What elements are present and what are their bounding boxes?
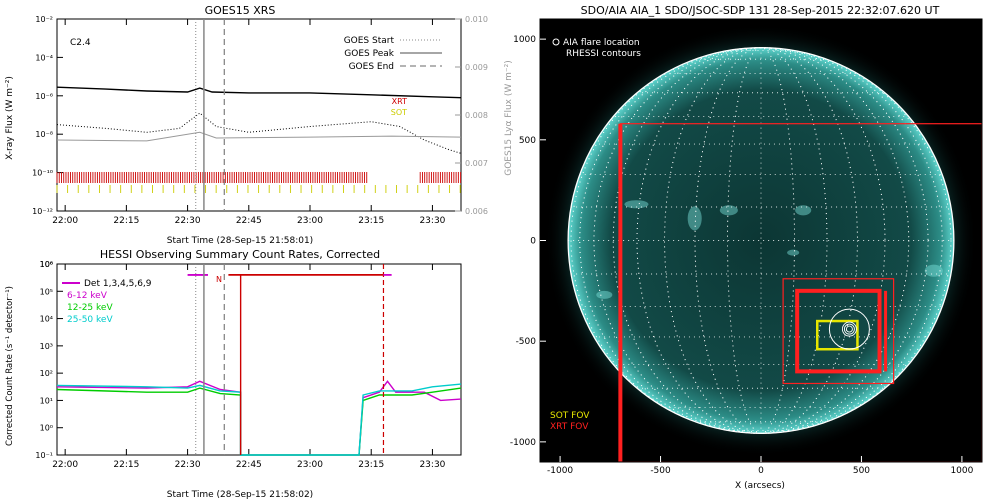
aia-xtick-label: 0 [758, 466, 764, 476]
hessi-ylabel: Corrected Count Rate (s⁻¹ detector⁻¹) [5, 286, 15, 446]
rhessi-contour [841, 321, 857, 337]
goes-legend-label: GOES End [349, 62, 394, 72]
hessi-ytick-label: 10⁰ [40, 424, 53, 433]
hessi-xlabel: Start Time (28-Sep-15 21:58:02) [167, 490, 313, 500]
goes-title: GOES15 XRS [205, 4, 276, 17]
aia-xlabel: X (arcsecs) [735, 481, 785, 491]
hessi-series-6-12-keV [56, 380, 462, 456]
goes-xlabel: Start Time (28-Sep-15 21:58:01) [167, 236, 313, 246]
aia-ytick-label: -500 [516, 337, 537, 347]
active-region-brightening [596, 290, 613, 299]
hessi-count-rate-panel: HESSI Observing Summary Count Rates, Cor… [5, 248, 462, 500]
hessi-xtick-label: 22:15 [113, 460, 139, 470]
hessi-ytick-minor-label: 10⁵ [40, 287, 53, 296]
goes-ytick-label: 10⁻¹⁰ [32, 169, 53, 178]
fov-box-sot [816, 319, 859, 351]
hessi-ytick-minor-label: 10³ [40, 342, 53, 351]
goes-ytick-label: 10⁻¹² [32, 207, 53, 216]
fov-box-xrt-mid [782, 278, 895, 385]
rhessi-contour [845, 325, 853, 333]
hessi-legend-label: 6-12 keV [67, 291, 108, 301]
solar-limb [567, 46, 955, 435]
goes-y2tick-label: 0.010 [465, 15, 488, 24]
goes-xtick-label: 22:30 [175, 216, 201, 226]
goes-xrs-panel: GOES15 XRS Start Time (28-Sep-15 21:58:0… [5, 4, 514, 246]
aia-xtick-label: 500 [853, 466, 870, 476]
goes-xtick-label: 22:45 [236, 216, 262, 226]
goes-xtick-label: 23:30 [419, 216, 445, 226]
longitude-gridline [593, 47, 929, 434]
solar-disk [568, 47, 954, 434]
aia-xtick-label: -500 [650, 466, 671, 476]
hessi-legend-label: 25-50 keV [67, 315, 113, 325]
goes-series-long [56, 86, 462, 99]
goes-series-lyman [56, 131, 462, 142]
hessi-night-label: N [216, 275, 222, 284]
hessi-xtick-label: 22:00 [52, 460, 78, 470]
goes-ytick-label: 10⁻⁴ [35, 53, 53, 62]
aia-ytick-label: 500 [519, 136, 536, 146]
xrt-instrument-label: XRT [392, 97, 407, 106]
fov-box-xrt-small [795, 288, 882, 374]
aia-xtick-label: -1000 [547, 466, 573, 476]
goes-xtick-label: 23:00 [297, 216, 323, 226]
aia-legend-circle-icon [552, 38, 560, 46]
hessi-ytick-minor-label: 10⁻¹ [35, 451, 53, 460]
goes-xtick-label: 23:15 [358, 216, 384, 226]
goes-y2tick-label: 0.009 [465, 63, 488, 72]
goes-y2tick-label: 0.008 [465, 111, 488, 120]
goes-y2tick-label: 0.006 [465, 207, 488, 216]
aia-image [544, 24, 982, 462]
aia-legend-label: AIA flare location [563, 38, 640, 48]
hessi-legend-label: Det 1,3,4,5,6,9 [84, 279, 152, 289]
hessi-ytick-label: 10⁴ [40, 315, 53, 324]
hessi-title: HESSI Observing Summary Count Rates, Cor… [100, 248, 380, 261]
active-region-brightening [687, 206, 702, 231]
goes-legend-label: GOES Peak [344, 49, 394, 59]
hessi-legend-label: 12-25 keV [67, 303, 113, 313]
rhessi-contour [843, 323, 855, 335]
goes-ytick-label: 10⁻⁶ [35, 92, 53, 101]
goes-class-label: C2.4 [70, 38, 91, 48]
active-region-brightening [719, 205, 738, 216]
goes-ytick-label: 10⁻⁸ [35, 130, 53, 139]
active-region-brightening [924, 264, 943, 277]
aia-image-panel: SDO/AIA AIA_1 SDO/JSOC-SDP 131 28-Sep-20… [510, 4, 983, 491]
goes-ytick-label: 10⁻² [35, 15, 53, 24]
hessi-ytick-label: 10² [40, 369, 53, 378]
hessi-xtick-label: 23:00 [297, 460, 323, 470]
hessi-series-12-25-keV [56, 387, 462, 456]
hessi-plot-frame [56, 263, 462, 456]
active-region-brightening [624, 200, 649, 209]
aia-ytick-label: 1000 [513, 35, 536, 45]
aia-fov-legend-label: XRT FOV [550, 422, 589, 432]
sot-instrument-label: SOT [391, 108, 407, 117]
goes-legend-label: GOES Start [344, 36, 395, 46]
longitude-gridline [579, 47, 943, 434]
goes-y2label: GOES15 Lyα Flux (W m⁻²) [504, 60, 514, 176]
hessi-ytick-label: 10⁸ [40, 260, 53, 269]
hessi-xtick-label: 23:15 [358, 460, 384, 470]
aia-title: SDO/AIA AIA_1 SDO/JSOC-SDP 131 28-Sep-20… [581, 4, 940, 17]
hessi-xtick-label: 22:45 [236, 460, 262, 470]
hessi-xtick-label: 22:30 [175, 460, 201, 470]
aia-ytick-label: -1000 [510, 438, 536, 448]
aia-legend-label: RHESSI contours [566, 49, 641, 59]
aia-flare-location-circle [828, 308, 870, 350]
aia-fov-legend-label: SOT FOV [550, 411, 590, 421]
hessi-ytick-minor-label: 10¹ [40, 396, 53, 405]
goes-series-short [56, 112, 462, 154]
goes-xtick-label: 22:00 [52, 216, 78, 226]
hessi-ytick-label: 10⁶ [40, 260, 53, 269]
aia-xtick-label: 1000 [950, 466, 973, 476]
active-region-brightening [795, 205, 812, 216]
goes-xtick-label: 22:15 [113, 216, 139, 226]
active-region-brightening [787, 249, 800, 256]
aia-ytick-label: 0 [530, 237, 536, 247]
goes-y2tick-label: 0.007 [465, 159, 488, 168]
hessi-xtick-label: 23:30 [419, 460, 445, 470]
goes-ylabel: X-ray Flux (W m⁻²) [5, 76, 15, 160]
